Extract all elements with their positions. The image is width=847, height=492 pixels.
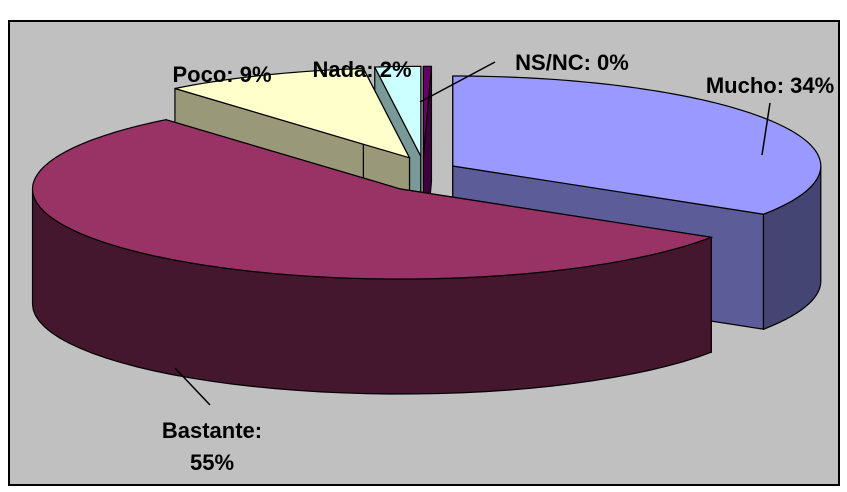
leader-line-ns-nc [419,61,496,103]
data-label-mucho: Mucho: 34% [706,73,834,98]
leader-line-bastante [174,367,211,406]
pie-slice-ns-nc [422,65,433,157]
data-label-nada-line-0: Nada: 2% [312,57,411,82]
data-label-ns-nc: NS/NC: 0% [515,50,629,75]
data-label-bastante: Bastante: 55% [162,418,262,475]
pie-slice-mucho [452,75,822,215]
data-label-ns-nc-line-0: NS/NC: 0% [515,50,629,75]
data-label-bastante-line-0: Bastante: [162,418,262,443]
data-label-bastante-line-1: 55% [190,450,234,475]
pie-slice-bastante [31,119,714,280]
leader-line-mucho [761,102,771,156]
data-label-mucho-line-0: Mucho: 34% [706,73,834,98]
pie-tops [31,65,822,280]
pie-slice-poco [174,67,411,159]
data-label-poco-line-0: Poco: 9% [172,62,271,87]
pie-slice-nada [373,65,422,157]
data-label-poco: Poco: 9% [172,62,271,87]
pie-labels: Mucho: 34% Bastante: 55% Poco: 9% Nada: 2% NS… [162,50,834,475]
data-label-nada: Nada: 2% [312,57,411,82]
